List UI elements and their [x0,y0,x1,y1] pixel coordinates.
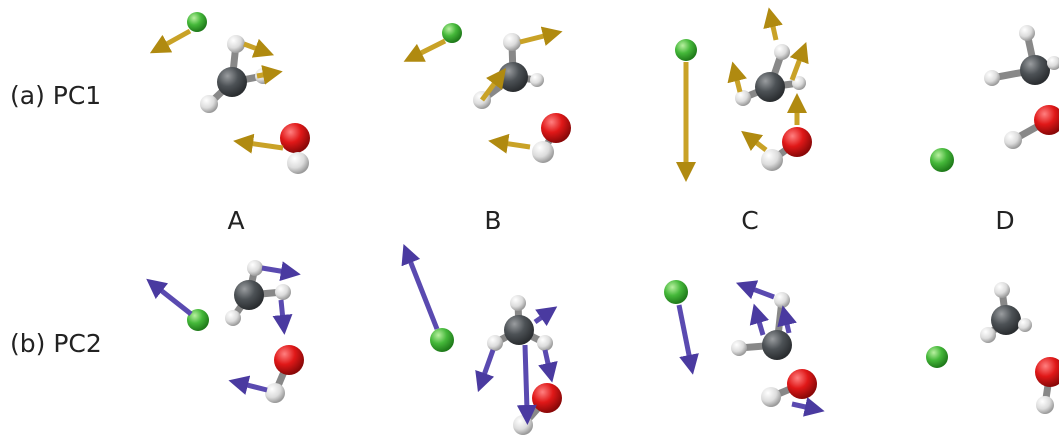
column-label: C [741,206,758,235]
molecule [664,280,825,417]
column-label: B [484,206,501,235]
molecule [675,7,812,182]
molecule [146,260,304,403]
column-label: D [995,206,1014,235]
molecule [930,25,1059,172]
molecule [149,12,310,174]
molecule [403,23,571,163]
row-label: (b) PC2 [10,329,102,358]
column-label: A [227,206,244,235]
molecule [926,282,1059,414]
molecule [401,244,562,435]
row-label: (a) PC1 [10,81,101,110]
